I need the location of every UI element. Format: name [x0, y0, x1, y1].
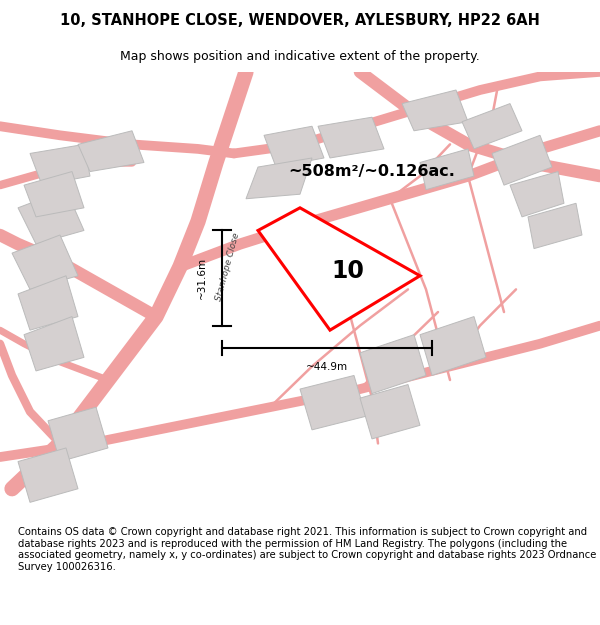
Polygon shape: [420, 149, 474, 190]
Text: ~31.6m: ~31.6m: [197, 257, 207, 299]
Text: Map shows position and indicative extent of the property.: Map shows position and indicative extent…: [120, 49, 480, 62]
Polygon shape: [30, 144, 90, 185]
Polygon shape: [420, 316, 486, 376]
Polygon shape: [510, 171, 564, 217]
Polygon shape: [360, 335, 426, 394]
Polygon shape: [18, 448, 78, 503]
Polygon shape: [24, 316, 84, 371]
Polygon shape: [318, 118, 384, 158]
Polygon shape: [246, 158, 312, 199]
Text: ~508m²/~0.126ac.: ~508m²/~0.126ac.: [289, 164, 455, 179]
Polygon shape: [18, 190, 84, 244]
Text: ~44.9m: ~44.9m: [306, 362, 348, 372]
Polygon shape: [360, 384, 420, 439]
Text: Contains OS data © Crown copyright and database right 2021. This information is : Contains OS data © Crown copyright and d…: [18, 527, 596, 572]
Polygon shape: [264, 126, 324, 167]
Text: Stanhope Close: Stanhope Close: [215, 232, 241, 302]
Polygon shape: [402, 90, 468, 131]
Text: 10: 10: [332, 259, 364, 283]
Polygon shape: [492, 135, 552, 185]
Polygon shape: [528, 203, 582, 249]
Polygon shape: [78, 131, 144, 171]
Polygon shape: [24, 171, 84, 217]
Polygon shape: [462, 104, 522, 149]
Polygon shape: [48, 408, 108, 461]
Polygon shape: [300, 376, 366, 430]
Polygon shape: [258, 208, 420, 330]
Text: 10, STANHOPE CLOSE, WENDOVER, AYLESBURY, HP22 6AH: 10, STANHOPE CLOSE, WENDOVER, AYLESBURY,…: [60, 12, 540, 28]
Polygon shape: [18, 276, 78, 330]
Polygon shape: [12, 235, 78, 289]
